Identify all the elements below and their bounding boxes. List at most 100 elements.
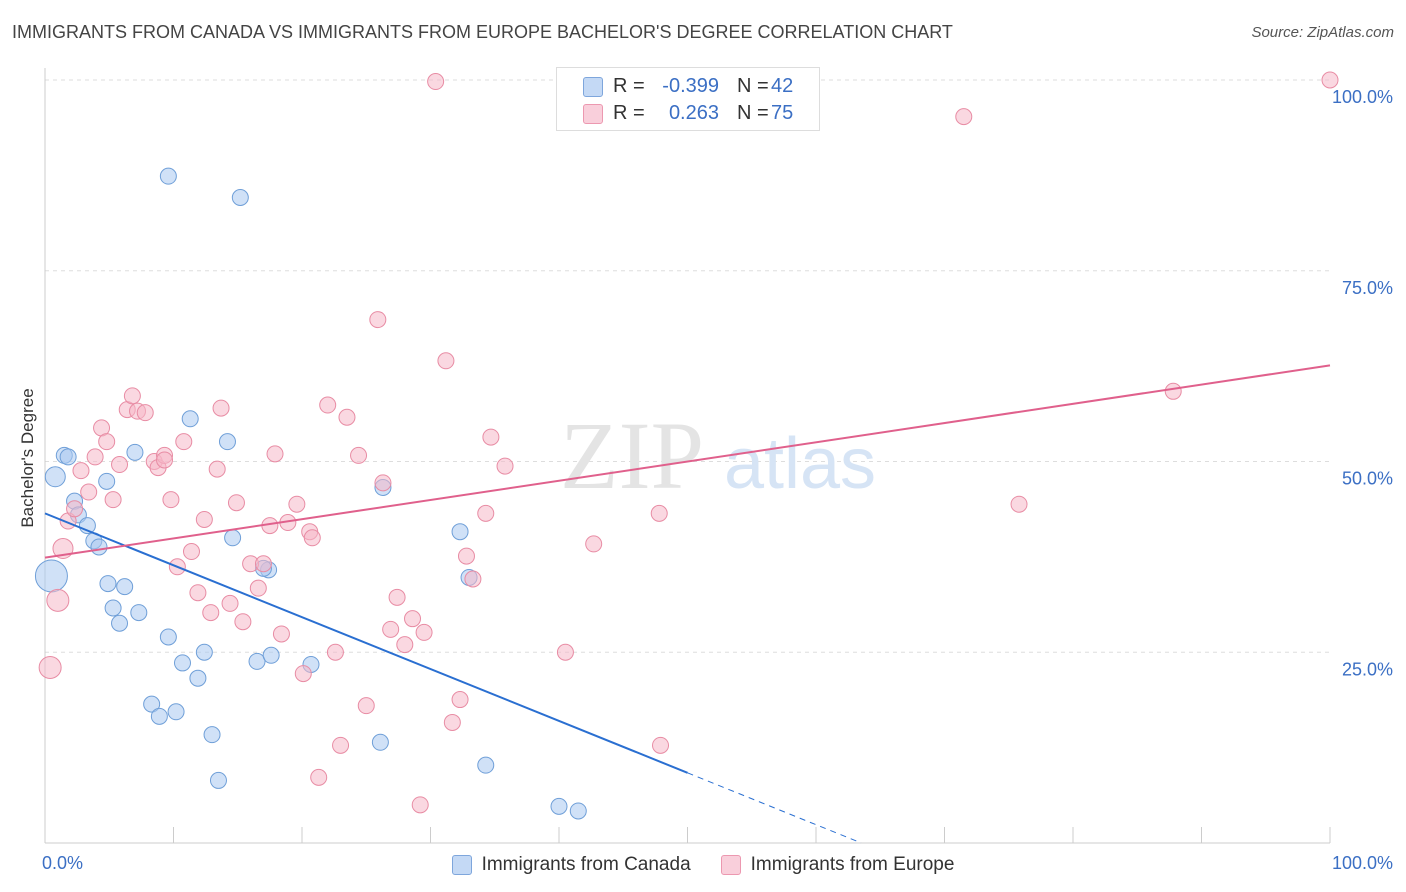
canada-point	[203, 726, 221, 744]
europe-point	[111, 456, 129, 474]
europe-n-value: 75	[771, 102, 794, 124]
canada-point	[34, 559, 68, 593]
canada-point	[371, 733, 389, 751]
canada-point	[44, 466, 66, 488]
europe-point	[272, 625, 290, 643]
europe-point	[326, 643, 344, 661]
axes	[44, 68, 1331, 844]
canada-point	[104, 599, 122, 617]
europe-point	[72, 462, 90, 480]
europe-point	[98, 433, 116, 451]
legend-label-europe: Immigrants from Europe	[750, 854, 955, 875]
europe-point	[189, 584, 207, 602]
x-tick-label: 100.0%	[1332, 853, 1393, 873]
europe-point	[162, 491, 180, 509]
canada-point	[99, 575, 117, 593]
canada-point	[116, 578, 134, 596]
europe-point	[482, 428, 500, 446]
europe-point	[156, 451, 174, 469]
europe-point	[585, 535, 603, 553]
europe-swatch-icon	[583, 103, 603, 124]
canada-point	[150, 707, 168, 725]
stats-box: R = -0.399 N = 42 R = 0.263 N = 75	[556, 67, 820, 131]
europe-point	[136, 404, 154, 422]
europe-point	[382, 620, 400, 638]
europe-point	[175, 433, 193, 451]
europe-point	[303, 529, 321, 547]
europe-point	[411, 796, 429, 814]
europe-point	[369, 311, 387, 329]
canada-point	[111, 614, 129, 632]
europe-point	[288, 495, 306, 513]
canada-point	[224, 529, 242, 547]
canada-point	[159, 628, 177, 646]
canada-point	[209, 771, 227, 789]
europe-point	[221, 594, 239, 612]
canada-point	[195, 643, 213, 661]
n-label: N =	[737, 75, 769, 97]
europe-point	[38, 656, 62, 680]
europe-point	[1321, 71, 1339, 89]
canada-point	[90, 538, 108, 556]
canada-point	[550, 797, 568, 815]
canada-point	[167, 703, 185, 721]
legend-item-canada[interactable]: Immigrants from Canada	[451, 854, 691, 876]
europe-point	[80, 483, 98, 501]
europe-point	[427, 73, 445, 91]
data-points	[34, 71, 1339, 820]
source-label: Source: ZipAtlas.com	[1251, 24, 1394, 41]
canada-swatch-icon	[583, 76, 603, 97]
canada-point	[159, 167, 177, 185]
canada-trend-line-extension	[687, 772, 862, 844]
europe-point	[46, 588, 70, 612]
y-tick-label: 75.0%	[1342, 278, 1393, 298]
europe-point	[1164, 382, 1182, 400]
grid-lines	[45, 79, 1330, 653]
n-label: N =	[737, 102, 769, 124]
canada-point	[130, 604, 148, 622]
europe-point	[234, 613, 252, 631]
axis-labels: 25.0% 50.0% 75.0% 100.0% 0.0% 100.0% Bachelor'…	[18, 87, 1393, 873]
canada-r-value: -0.399	[662, 75, 719, 97]
europe-point	[457, 547, 475, 565]
europe-point	[202, 604, 220, 622]
europe-point	[357, 697, 375, 715]
canada-point	[248, 652, 266, 670]
y-tick-label: 25.0%	[1342, 659, 1393, 679]
europe-point	[123, 387, 141, 405]
europe-point	[66, 500, 84, 518]
europe-point	[496, 457, 514, 475]
canada-point	[59, 448, 77, 466]
europe-point	[652, 736, 670, 754]
europe-point	[266, 445, 284, 463]
europe-r-value: 0.263	[668, 102, 719, 124]
stats-row-europe: R = 0.263 N = 75	[583, 100, 819, 127]
europe-point	[955, 108, 973, 126]
legend-item-europe[interactable]: Immigrants from Europe	[720, 854, 955, 876]
europe-point	[388, 588, 406, 606]
europe-point	[86, 448, 104, 466]
europe-point	[254, 555, 272, 573]
europe-point	[104, 491, 122, 509]
canada-point	[143, 695, 161, 713]
europe-point	[227, 494, 245, 512]
chart-legend: Immigrants from Canada Immigrants from E…	[0, 852, 1406, 878]
europe-point	[195, 510, 213, 528]
canada-point	[451, 523, 469, 541]
canada-point	[218, 433, 236, 451]
y-tick-label: 100.0%	[1332, 87, 1393, 107]
x-tick-label: 0.0%	[42, 853, 83, 873]
y-axis-title: Bachelor's Degree	[18, 388, 37, 527]
canada-trend-line	[44, 512, 688, 774]
canada-point	[173, 654, 191, 672]
canada-point	[189, 669, 207, 687]
trend-lines	[44, 364, 1331, 844]
europe-point	[310, 768, 328, 786]
canada-n-value: 42	[771, 75, 794, 97]
europe-point	[332, 736, 350, 754]
canada-point	[262, 646, 280, 664]
europe-point	[338, 408, 356, 426]
europe-point	[319, 396, 337, 414]
europe-point	[396, 636, 414, 654]
